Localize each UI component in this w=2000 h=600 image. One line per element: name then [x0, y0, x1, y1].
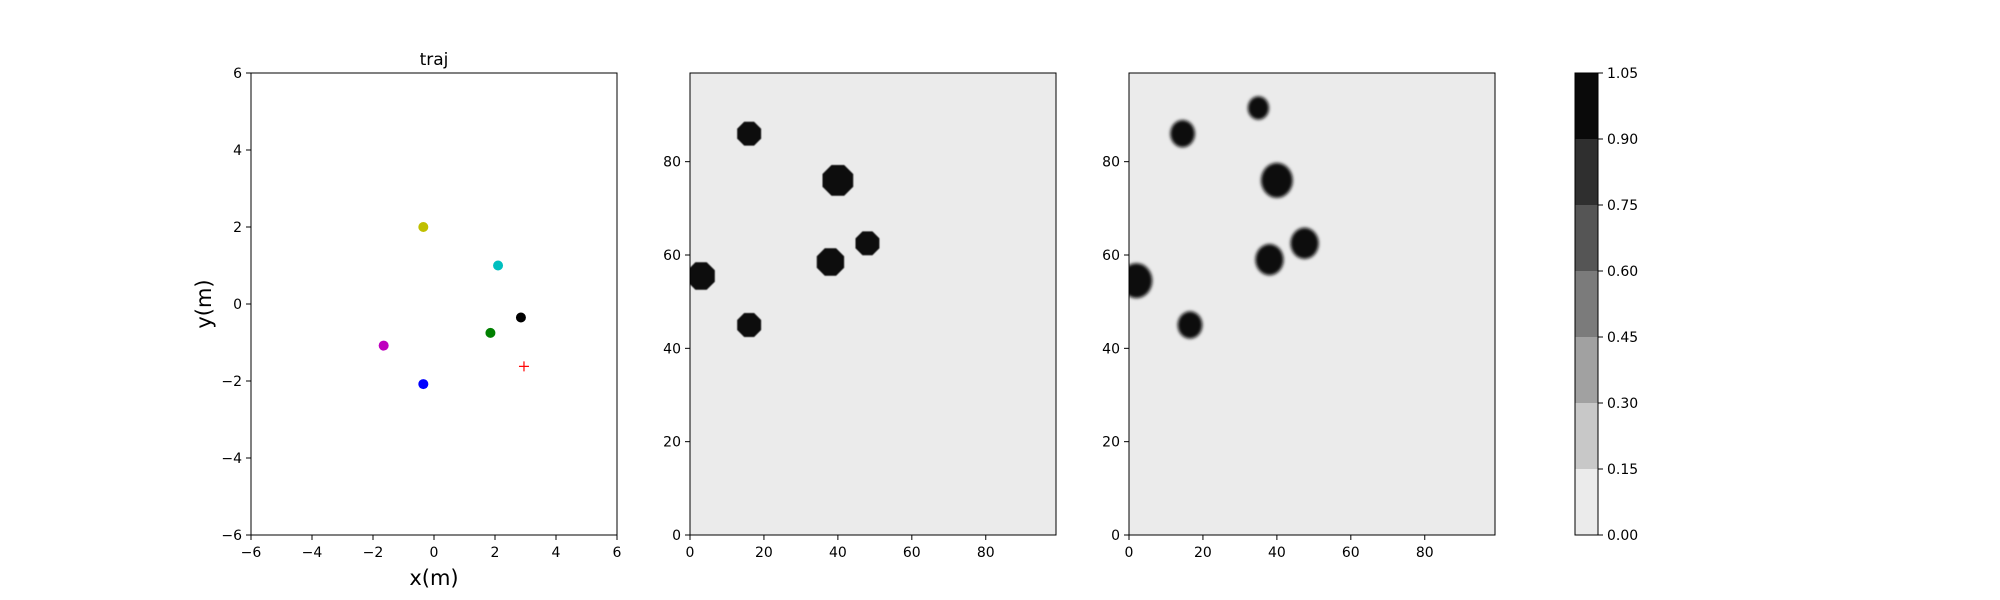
colorbar-tick-label: 0.15	[1607, 462, 1638, 478]
y-tick-label: 4	[233, 143, 242, 159]
y-tick-label: 20	[1102, 435, 1120, 451]
y-tick-label: 80	[663, 155, 681, 171]
x-tick-label: 0	[686, 545, 695, 561]
scatter-point-plus	[518, 361, 529, 372]
heatmap-blobs	[1129, 96, 1319, 339]
x-tick-label: 60	[1342, 545, 1360, 561]
heatmap-blob	[1177, 311, 1203, 339]
heatmap-background	[1129, 73, 1495, 535]
x-tick-label: 40	[1268, 545, 1286, 561]
x-tick-label: −6	[241, 545, 262, 561]
y-axis-label: y(m)	[192, 279, 216, 328]
y-tick-label: 0	[1111, 528, 1120, 544]
heatmap-blob	[737, 313, 762, 337]
colorbar-tick-label: 0.45	[1607, 330, 1638, 346]
x-tick-label: 0	[1125, 545, 1134, 561]
x-tick-label: 40	[829, 545, 847, 561]
y-tick-label: 60	[1102, 248, 1120, 264]
x-tick-label: 60	[903, 545, 921, 561]
y-tick-label: −6	[221, 528, 242, 544]
scatter-point	[515, 312, 526, 323]
heatmap-blob	[1170, 120, 1195, 148]
colorbar-segment	[1575, 139, 1598, 205]
x-tick-label: 80	[977, 545, 995, 561]
plot-area	[251, 73, 617, 535]
x-tick-label: 2	[491, 545, 500, 561]
axes-frame	[1128, 72, 1496, 536]
y-tick-label: 80	[1102, 155, 1120, 171]
y-tick-label: 40	[663, 341, 681, 357]
y-tick-label: 40	[1102, 341, 1120, 357]
y-tick-label: −2	[221, 374, 242, 390]
colorbar-tick-label: 0.90	[1607, 132, 1638, 148]
x-tick-label: 0	[430, 545, 439, 561]
heatmap-blobs	[690, 121, 880, 337]
colorbar-segment	[1575, 337, 1598, 403]
y-tick-label: 6	[233, 66, 242, 82]
axes-frame	[689, 72, 1057, 536]
colorbar-segment	[1575, 403, 1598, 469]
heatmap-blob	[1261, 162, 1293, 198]
scatter-point	[418, 222, 429, 232]
heatmap-blob	[855, 231, 880, 256]
y-tick-label: 60	[663, 248, 681, 264]
colorbar-tick-label: 0.60	[1607, 264, 1638, 280]
x-axis-label: x(m)	[409, 566, 458, 590]
colorbar-tick-label: 0.00	[1607, 528, 1638, 544]
heatmap-blob	[1255, 244, 1284, 276]
y-tick-label: 0	[672, 528, 681, 544]
heatmap-blob	[1129, 263, 1153, 299]
scatter-point	[418, 379, 429, 390]
x-tick-label: −2	[363, 545, 384, 561]
y-tick-label: 20	[663, 435, 681, 451]
heatmap-blob	[1247, 96, 1269, 120]
axes-frame	[250, 72, 618, 536]
scatter-point	[485, 327, 496, 338]
heatmap-blob	[690, 262, 715, 290]
colorbar: 0.00 0.15 0.30 0.45 0.60 0.75 0.90 1.05	[1574, 66, 1638, 544]
x-tick-label: 80	[1416, 545, 1434, 561]
colorbar-frame	[1574, 72, 1599, 536]
heatmap-background	[690, 73, 1056, 535]
colorbar-segment	[1575, 271, 1598, 337]
heatmap-blob	[822, 165, 854, 196]
heatmap-blob	[816, 248, 845, 276]
scatter-point	[378, 340, 389, 351]
y-tick-label: 0	[233, 297, 242, 313]
colorbar-tick-label: 0.75	[1607, 198, 1638, 214]
axes-panel-2: 0 20 40 60 80 0 20 40 60 80	[663, 72, 1057, 561]
colorbar-segment	[1575, 205, 1598, 271]
y-tick-label: −4	[221, 451, 242, 467]
heatmap-blob	[1290, 227, 1319, 259]
colorbar-segment	[1575, 73, 1598, 139]
x-tick-label: 4	[552, 545, 561, 561]
x-tick-label: 20	[1194, 545, 1212, 561]
colorbar-tick-label: 1.05	[1607, 66, 1638, 82]
axes-panel-3: 0 20 40 60 80 0 20 40 60 80	[1102, 72, 1496, 561]
scatter-point	[493, 260, 504, 271]
x-tick-label: −4	[302, 545, 323, 561]
heatmap-blob	[737, 121, 762, 146]
chart-title: traj	[420, 50, 449, 70]
x-tick-label: 6	[613, 545, 622, 561]
axes-panel-1: −6 −4 −2 0 2 4 6 −6 −4 −2 0 2 4 6 traj x(m) y(m)	[192, 50, 622, 590]
colorbar-tick-label: 0.30	[1607, 396, 1638, 412]
x-tick-label: 20	[755, 545, 773, 561]
colorbar-segment	[1575, 469, 1598, 535]
y-tick-label: 2	[233, 220, 242, 236]
